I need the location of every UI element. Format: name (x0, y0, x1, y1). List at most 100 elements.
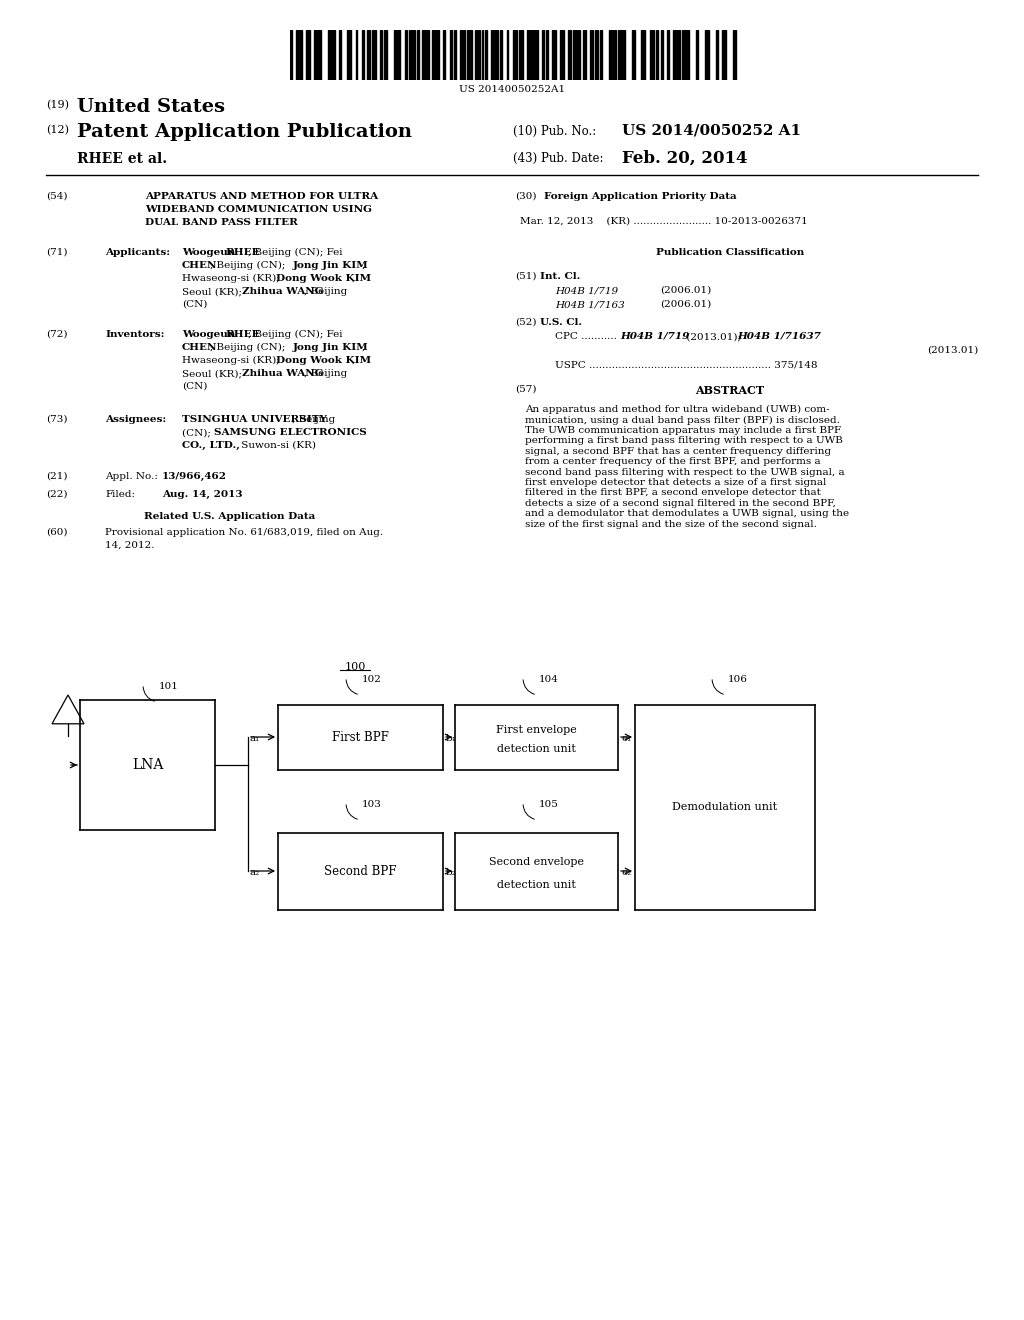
Text: ,: , (362, 343, 366, 352)
Text: , Beijing: , Beijing (304, 286, 347, 296)
Bar (542, 30, 544, 81)
Bar (716, 30, 718, 81)
Bar (393, 30, 400, 81)
Bar (733, 30, 735, 81)
Text: (12): (12) (46, 125, 69, 136)
Text: b₂: b₂ (446, 869, 457, 876)
Bar (667, 30, 670, 81)
Bar (328, 30, 335, 81)
Bar (409, 30, 416, 81)
Bar (600, 30, 602, 81)
Bar (368, 30, 370, 81)
Text: Dong Wook KIM: Dong Wook KIM (276, 356, 371, 366)
Text: TSINGHUA UNIVERSITY: TSINGHUA UNIVERSITY (182, 414, 327, 424)
Bar (641, 30, 645, 81)
Text: (51): (51) (515, 272, 537, 281)
Text: Patent Application Publication: Patent Application Publication (77, 123, 412, 141)
Bar (443, 30, 445, 81)
Bar (361, 30, 364, 81)
Bar (422, 30, 429, 81)
Text: Seoul (KR);: Seoul (KR); (182, 286, 246, 296)
Text: Woogeun: Woogeun (182, 248, 239, 257)
Text: ,: , (362, 261, 366, 271)
Text: Suwon-si (KR): Suwon-si (KR) (238, 441, 316, 450)
Text: H04B 1/7163: H04B 1/7163 (555, 300, 625, 309)
Text: a₂: a₂ (250, 869, 260, 876)
Text: (60): (60) (46, 528, 68, 537)
Text: , Beijing (CN); Fei: , Beijing (CN); Fei (248, 248, 342, 257)
Bar (583, 30, 587, 81)
Text: An apparatus and method for ultra wideband (UWB) com-
munication, using a dual b: An apparatus and method for ultra wideba… (525, 405, 849, 529)
Bar (552, 30, 556, 81)
Text: First envelope: First envelope (496, 725, 577, 735)
Text: , Beijing: , Beijing (304, 370, 347, 378)
Bar (481, 30, 483, 81)
Text: Woogeun: Woogeun (182, 330, 239, 339)
Text: (72): (72) (46, 330, 68, 339)
Bar (590, 30, 593, 81)
Bar (527, 30, 531, 81)
Text: 100: 100 (344, 663, 366, 672)
Bar (507, 30, 509, 81)
Text: H04B 1/719: H04B 1/719 (620, 333, 689, 341)
Bar (490, 30, 498, 81)
Bar (656, 30, 658, 81)
Text: CHEN: CHEN (182, 343, 217, 352)
Text: H04B 1/719: H04B 1/719 (555, 286, 618, 294)
Text: Zhihua WANG: Zhihua WANG (242, 370, 324, 378)
Bar (455, 30, 456, 81)
Text: Mar. 12, 2013    (KR) ........................ 10-2013-0026371: Mar. 12, 2013 (KR) .....................… (520, 216, 808, 226)
Text: 14, 2012.: 14, 2012. (105, 541, 155, 550)
Bar (450, 30, 452, 81)
Text: (10) Pub. No.:: (10) Pub. No.: (513, 125, 596, 139)
Text: 105: 105 (539, 800, 559, 809)
Text: Hwaseong-si (KR);: Hwaseong-si (KR); (182, 275, 283, 282)
Text: 102: 102 (362, 675, 382, 684)
Text: Demodulation unit: Demodulation unit (673, 803, 777, 813)
Bar (568, 30, 570, 81)
Bar (404, 30, 407, 81)
Text: 101: 101 (159, 682, 179, 690)
Text: (2006.01): (2006.01) (660, 300, 712, 309)
Text: (2013.01): (2013.01) (927, 346, 978, 355)
Text: detection unit: detection unit (497, 744, 575, 754)
Bar (432, 30, 439, 81)
Text: Provisional application No. 61/683,019, filed on Aug.: Provisional application No. 61/683,019, … (105, 528, 383, 537)
Bar (355, 30, 357, 81)
Text: a₁: a₁ (250, 734, 260, 743)
Text: Applicants:: Applicants: (105, 248, 170, 257)
Text: Jong Jin KIM: Jong Jin KIM (293, 261, 369, 271)
Text: , Beijing (CN);: , Beijing (CN); (210, 343, 289, 352)
Bar (660, 30, 663, 81)
Text: RHEE: RHEE (225, 248, 260, 257)
Bar (682, 30, 689, 81)
Bar (339, 30, 341, 81)
Text: (19): (19) (46, 100, 69, 111)
Bar (467, 30, 472, 81)
Text: First BPF: First BPF (332, 731, 389, 744)
Text: (CN): (CN) (182, 300, 208, 309)
Bar (609, 30, 615, 81)
Text: 103: 103 (362, 800, 382, 809)
Text: CO., LTD.,: CO., LTD., (182, 441, 240, 450)
Text: Zhihua WANG: Zhihua WANG (242, 286, 324, 296)
Text: Assignees:: Assignees: (105, 414, 166, 424)
Text: DUAL BAND PASS FILTER: DUAL BAND PASS FILTER (145, 218, 298, 227)
Text: (21): (21) (46, 473, 68, 480)
Text: Inventors:: Inventors: (105, 330, 165, 339)
Text: (73): (73) (46, 414, 68, 424)
Text: USPC ........................................................ 375/148: USPC ...................................… (555, 360, 817, 370)
Bar (695, 30, 698, 81)
Bar (673, 30, 680, 81)
Text: e₁: e₁ (621, 734, 631, 743)
Text: (22): (22) (46, 490, 68, 499)
Text: Feb. 20, 2014: Feb. 20, 2014 (622, 150, 748, 168)
Bar (306, 30, 310, 81)
Text: H04B 1/71637: H04B 1/71637 (737, 333, 821, 341)
Text: 104: 104 (539, 675, 559, 684)
Text: , Beijing: , Beijing (292, 414, 335, 424)
Text: ,: , (352, 275, 355, 282)
Text: Second BPF: Second BPF (325, 865, 396, 878)
Text: e₂: e₂ (621, 869, 631, 876)
Bar (290, 30, 292, 81)
